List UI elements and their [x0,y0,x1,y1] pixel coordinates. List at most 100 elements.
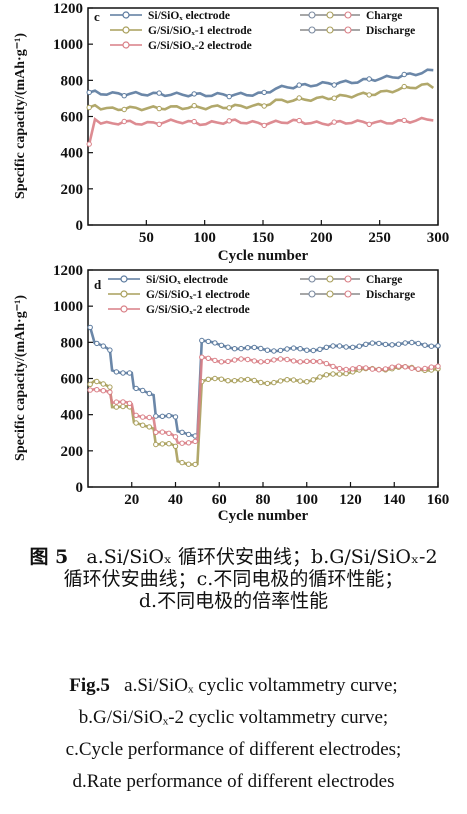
data-point-d-olive [140,422,146,428]
data-point-d-blue [369,340,376,346]
legend-marker-d [120,290,128,298]
data-point-c-blue [296,82,302,88]
data-point-c-pink [226,118,232,124]
data-point-d-pink [133,412,139,418]
data-point-c-blue [86,89,92,96]
data-point-d-blue [146,390,153,397]
series-line-c-olive [88,82,435,112]
data-point-d-blue [264,347,271,353]
caption-zh-line-1: 图 5 a.Si/SiOₓ 循环伏安曲线；b.G/Si/SiOₓ-2 [0,546,467,568]
chart-panel-c: c Si/SiOₓ electrode G/Si/SiOₓ-1 electrode… [13,1,449,264]
data-point-d-pink [87,387,93,393]
caption-en-line-1: Fig.5 a.Si/SiOₓ cyclic voltammetry curve… [0,670,467,702]
data-point-d-pink [172,434,179,440]
caption-en-line-3: c.Cycle performance of different electro… [65,739,402,760]
figure-plots: c Si/SiOₓ electrode G/Si/SiOₓ-1 electrode… [13,1,449,524]
data-point-c-pink [156,121,162,128]
data-point-c-pink [366,121,372,128]
data-point-d-pink [146,414,153,421]
data-point-d-blue [133,385,139,392]
data-point-c-pink [261,122,267,129]
caption-zh-line-2: 循环伏安曲线；c.不同电极的循环性能； [63,568,404,590]
data-point-d-olive [290,377,297,383]
legend-mode-label-d: Discharge [366,289,415,301]
data-point-d-pink [402,364,408,370]
data-point-c-pink [331,119,337,125]
data-point-c-olive [296,95,302,101]
data-point-d-olive [205,376,212,382]
data-point-d-blue [310,347,316,354]
data-point-d-olive [284,377,290,383]
legend-label-d: G/Si/SiOₓ-1 electrode [146,289,250,301]
data-point-c-pink [296,117,302,124]
data-point-d-olive [133,420,139,426]
data-point-d-pink [415,366,421,372]
ticks-d: 0 200 400 600 800 1000 1200 20 40 60 80 100 120 140 16… [53,263,449,508]
data-point-d-blue [159,413,166,419]
legend-marker-c [122,11,130,19]
legend-marker-d [308,290,316,298]
data-point-d-olive [258,379,264,386]
x-tick-label-d: 60 [212,492,227,508]
data-point-d-olive [251,377,258,384]
data-point-d-blue [120,370,126,376]
caption-en-line-2: b.G/Si/SiOₓ-2 cyclic voltammetry curve; [78,707,389,728]
caption-english: Fig.5 a.Si/SiOₓ cyclic voltammetry curve… [0,670,467,798]
data-point-d-blue [317,346,323,352]
data-point-c-blue [261,89,267,96]
data-point-d-pink [251,358,258,364]
y-tick-label-d: 0 [76,480,84,496]
legend-marker-c [344,11,352,19]
data-point-d-pink [343,366,349,373]
x-tick-label-c: 300 [427,230,450,246]
data-point-c-pink [401,117,407,124]
data-point-d-pink [363,365,369,371]
data-point-d-blue [251,344,258,351]
data-point-d-blue [402,340,408,346]
data-point-d-blue [218,342,225,348]
data-point-d-pink [185,440,192,446]
caption-zh-text-1: a.Si/SiOₓ 循环伏安曲线；b.G/Si/SiOₓ-2 [86,546,438,568]
data-point-d-olive [192,461,198,468]
caption-zh-label: 图 5 [29,546,69,568]
data-point-d-pink [350,366,356,372]
data-point-d-blue [428,343,435,349]
data-point-d-pink [212,357,218,364]
data-point-d-blue [330,343,336,349]
data-point-d-blue [304,347,310,353]
data-point-d-pink [159,429,166,435]
data-point-d-blue [389,342,395,348]
data-point-d-olive [231,378,238,384]
data-point-d-olive [94,378,100,385]
data-point-d-pink [422,365,428,372]
x-tick-label-c: 200 [310,230,333,246]
data-point-d-olive [297,378,303,384]
data-point-d-blue [290,345,297,351]
legend-mode-label-c: Discharge [366,25,415,37]
data-point-d-olive [113,404,120,410]
data-point-d-blue [107,347,113,353]
data-point-d-blue [231,346,238,352]
y-axis-label-c: Specific capacity/(mAh·g⁻¹) [13,33,28,199]
data-point-c-olive [226,105,232,111]
data-point-d-pink [284,356,290,363]
data-point-d-olive [277,378,284,384]
data-point-d-pink [304,358,310,364]
legend-label-c: G/Si/SiOₓ-1 electrode [148,25,252,37]
legend-marker-c [344,26,352,34]
data-point-d-pink [218,359,225,365]
data-point-d-olive [172,443,179,449]
data-point-d-olive [120,403,126,410]
chart-panel-d: d Si/SiOₓ electrode G/Si/SiOₓ-1 electrode… [13,263,449,524]
data-point-d-blue [172,414,179,420]
data-point-d-pink [389,364,395,370]
data-point-d-olive [146,424,153,430]
data-point-d-blue [166,413,172,419]
caption-en-label: Fig.5 [69,675,110,696]
legend-marker-c [122,41,130,49]
data-point-d-olive [218,376,225,382]
x-tick-label-d: 140 [383,492,406,508]
data-point-d-pink [107,389,113,395]
data-point-d-blue [113,369,120,375]
data-point-c-olive [156,105,162,112]
